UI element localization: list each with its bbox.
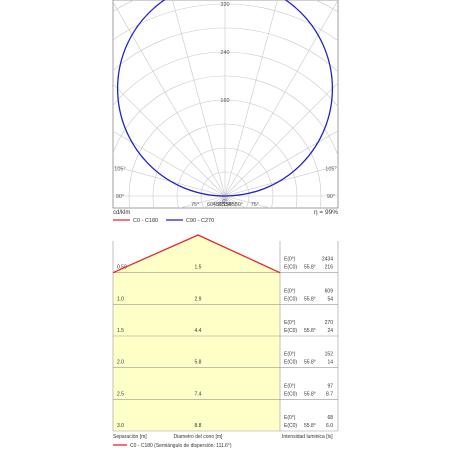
polar-grid-spoke — [113, 130, 226, 197]
polar-diagram: 105° 105°90° 90°75° 75°60° 60°45° 45°30° 30°15… — [112, 0, 339, 224]
angle-label-left: 15° — [219, 202, 227, 208]
xlabel-diameter: Diametro del cono [m] — [174, 434, 224, 440]
cone-diameter-value: 1.5 — [195, 265, 202, 271]
cone-e0-value: 2434 — [322, 257, 333, 263]
xlabel-separation: Separación [m] — [113, 434, 147, 440]
angle-label-left: 105° — [114, 167, 125, 173]
cone-diameter-value: 5.8 — [195, 360, 202, 366]
cone-ec-label: E(C0) — [284, 328, 297, 334]
cone-ec-label: E(C0) — [284, 265, 297, 271]
unit-label: cd/klm — [113, 210, 130, 216]
radial-tick-label: 160 — [220, 98, 229, 104]
angle-label-left: 75° — [191, 202, 199, 208]
polar-grid-spoke — [224, 0, 278, 197]
cone-e0-value: 609 — [325, 288, 334, 294]
angle-label-right: 60° — [235, 202, 243, 208]
cone-angle-value: 55.8° — [304, 391, 316, 397]
cone-ec-value: 216 — [325, 265, 334, 271]
cone-ec-value: 24 — [327, 328, 333, 334]
efficiency-label: η = 99% — [314, 209, 338, 216]
polar-grid-spoke — [224, 0, 338, 197]
cone-angle-value: 55.8° — [304, 265, 316, 271]
cone-separation-value: 1.5 — [117, 328, 124, 334]
cone-e0-value: 152 — [325, 352, 334, 358]
cone-separation-value: 3.0 — [117, 423, 124, 429]
cone-outline-c0-c180 — [112, 234, 281, 274]
cone-e0-label: E(0°) — [284, 320, 296, 326]
cone-separation-value: 2.5 — [117, 391, 124, 397]
xlabel-intensity: Intensidad luminica [lx] — [282, 434, 333, 440]
cone-legend-label: C0 - C180 (Semiángulo de dispersión: 111… — [130, 443, 232, 449]
angle-label-right: 105° — [325, 167, 336, 173]
cone-angle-value: 55.8° — [304, 360, 316, 366]
polar-grid — [113, 0, 338, 208]
cone-separation-value: 2.0 — [117, 360, 124, 366]
cone-e0-value: 68 — [327, 415, 333, 421]
cone-diameter-value: 2.9 — [195, 296, 202, 302]
cone-separation-value: 0.50 — [117, 265, 127, 271]
cone-separation-value: 1.0 — [117, 296, 124, 302]
cone-fill — [113, 235, 280, 431]
angle-label-right: 15° — [223, 202, 231, 208]
angle-label-right: 30° — [225, 202, 233, 208]
polar-grid-spoke — [113, 1, 226, 197]
cone-diameter-value: 4.4 — [195, 328, 202, 334]
angle-label-right: 90° — [327, 194, 335, 200]
cone-diameter-value: 8.8 — [195, 423, 202, 429]
angle-label-right: 45° — [229, 202, 237, 208]
polar-grid-spoke — [179, 195, 226, 208]
angle-label-left: 45° — [213, 202, 221, 208]
cone-e0-label: E(0°) — [284, 288, 296, 294]
polar-grid-spoke — [224, 130, 338, 197]
cone-e0-label: E(0°) — [284, 257, 296, 263]
series-curve-c90-c270 — [116, 0, 334, 197]
cone-e0-value: 270 — [325, 320, 334, 326]
cone-diameter-value: 7.4 — [195, 391, 202, 397]
cone-ec-value: 14 — [327, 360, 333, 366]
cone-e0-value: 97 — [327, 383, 333, 389]
angle-label-left: 90° — [116, 194, 124, 200]
cone-ec-label: E(C0) — [284, 360, 297, 366]
bottom-angle-label: 0° — [222, 199, 227, 205]
cone-ec-value: 54 — [327, 296, 333, 302]
cone-ec-label: E(C0) — [284, 296, 297, 302]
cone-ec-value: 6.0 — [326, 423, 333, 429]
polar-grid-spoke — [224, 195, 271, 208]
cone-e0-label: E(0°) — [284, 383, 296, 389]
legend-label-c0-c180: C0 - C180 — [133, 218, 158, 224]
angle-label-left: 30° — [216, 202, 224, 208]
polar-grid-spoke — [113, 165, 226, 197]
cone-angle-value: 55.8° — [304, 423, 316, 429]
cone-ec-value: 8.7 — [326, 391, 333, 397]
cone-angle-value: 55.8° — [304, 296, 316, 302]
polar-grid-spoke — [113, 83, 226, 197]
cone-ec-label: E(C0) — [284, 423, 297, 429]
polar-frame — [112, 0, 339, 209]
cone-ec-label: E(C0) — [284, 391, 297, 397]
cone-rows: 0.50 1.5 E(0°) E(C0) 55.8° 2434 216 1.0 2.9 E(0°)… — [113, 257, 338, 432]
polar-grid-spoke — [224, 165, 338, 197]
cone-e0-label: E(0°) — [284, 415, 296, 421]
radial-tick-label: 240 — [220, 50, 229, 56]
cone-angle-value: 55.8° — [304, 328, 316, 334]
legend-label-c90-c270: C90 - C270 — [186, 218, 214, 224]
angle-label-left: 60° — [207, 202, 215, 208]
polar-grid-spoke — [224, 82, 338, 197]
cone-e0-label: E(0°) — [284, 352, 296, 358]
radial-tick-label: 320 — [220, 2, 229, 8]
polar-angle-labels: 105° 105°90° 90°75° 75°60° 60°45° 45°30° 30°15… — [114, 167, 336, 208]
polar-grid-spoke — [172, 0, 226, 197]
angle-label-right: 75° — [251, 202, 259, 208]
